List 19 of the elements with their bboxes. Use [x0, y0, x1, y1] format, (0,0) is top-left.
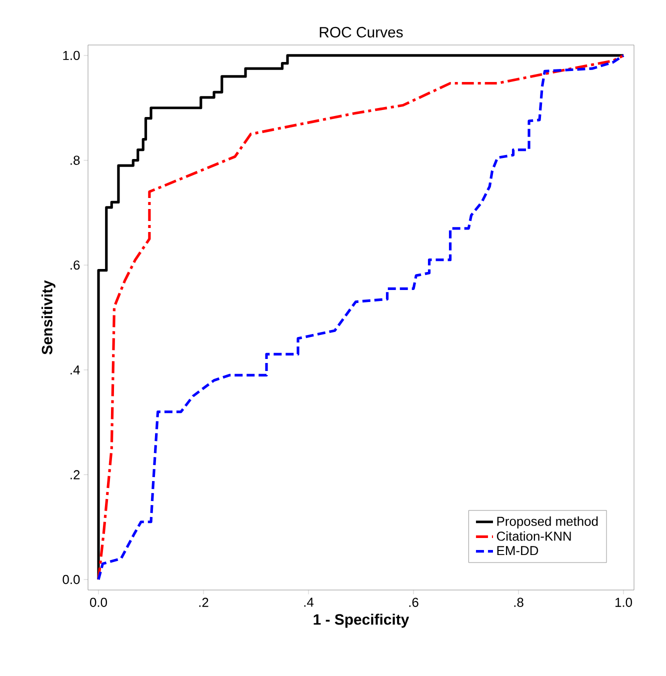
line-series [97, 54, 625, 581]
x-tick-label: 0.0 [90, 598, 107, 607]
x-tick-label: .4 [304, 598, 314, 607]
x-tick-label: 1.0 [615, 598, 632, 607]
legend-label: Proposed method [497, 516, 598, 528]
chart-title: ROC Curves [320, 26, 403, 38]
y-axis-title: Sensitivity [41, 280, 56, 354]
x-tick-label: .6 [409, 598, 418, 607]
legend-label: Citation-KNN [496, 531, 571, 541]
y-tick-label: .8 [70, 156, 80, 165]
legend-label: EM-DD [497, 546, 538, 556]
x-tick-label: .2 [199, 598, 208, 607]
y-tick-label: 0.0 [62, 574, 80, 584]
y-tick-label: 1.0 [63, 50, 80, 60]
y-tick-label: .4 [70, 365, 80, 374]
x-tick-label: .8 [514, 598, 524, 607]
x-axis-title: 1 - Specificity [314, 614, 410, 628]
y-tick-label: .6 [70, 260, 80, 270]
y-tick-label: .2 [70, 470, 80, 480]
